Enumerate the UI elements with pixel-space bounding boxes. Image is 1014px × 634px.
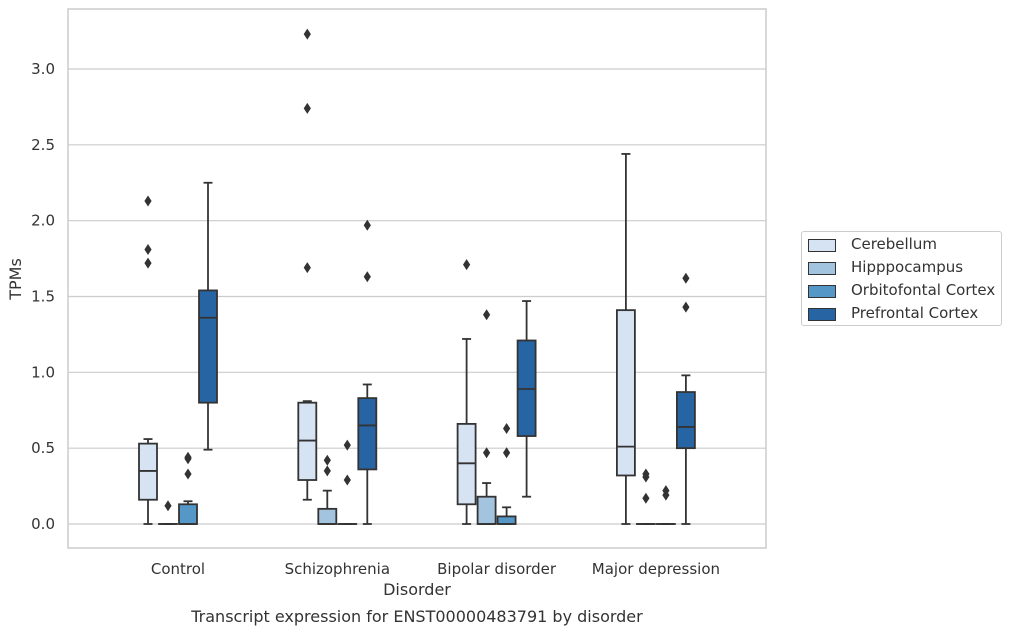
outlier-point [303,262,311,274]
x-tick-label-major-depression: Major depression [592,560,720,578]
outlier-point [662,485,670,497]
outlier-point [184,468,192,480]
x-tick-label-control: Control [151,560,205,578]
outlier-point [483,447,491,459]
chart-title: Transcript expression for ENST0000048379… [190,607,643,626]
outlier-point [363,219,371,231]
y-tick-labels: 0.0 0.5 1.0 1.5 2.0 2.5 3.0 [31,60,55,533]
plot-frame [67,8,767,549]
y-tick-label: 1.5 [31,288,55,306]
outlier-point [642,492,650,504]
legend-swatch-cerebellum [808,239,836,252]
y-tick-label: 2.0 [31,212,55,230]
box-cerebellum-bipolar-disorder [456,259,477,525]
outlier-point [503,447,511,459]
y-tick-label: 3.0 [31,60,55,78]
y-axis-label: TPMs [6,258,25,301]
outlier-point [682,301,690,313]
legend-swatch-orbitofrontal [808,285,836,298]
box-cerebellum-schizophrenia [297,28,318,501]
box-hipppocampus-bipolar-disorder [476,309,497,525]
box-hipppocampus-schizophrenia [317,454,338,525]
box-iqr [496,515,517,525]
box-hipppocampus-major-depression [636,468,656,525]
box-orbitofontal-cortex-control [178,451,198,525]
box-orbitofontal-cortex-schizophrenia [337,439,358,525]
outlier-point [144,195,152,207]
legend-swatch-prefrontal [808,308,836,321]
box-prefrontal-cortex-control [198,181,218,451]
box-iqr [476,495,497,525]
outlier-point [483,309,491,321]
outlier-point [164,500,172,512]
outlier-point [144,257,152,269]
box-iqr [676,391,696,450]
box-prefrontal-cortex-major-depression [676,272,696,525]
box-marks [138,28,696,525]
box-iqr [357,397,378,471]
outlier-point [682,272,690,284]
grid-lines [68,68,766,525]
outlier-point [184,451,192,463]
box-cerebellum-major-depression [616,153,636,525]
outlier-point [642,468,650,480]
x-axis-label: Disorder [383,580,451,599]
y-tick-label: 0.0 [31,515,55,533]
box-orbitofontal-cortex-bipolar-disorder [496,422,517,525]
x-tick-label-schizophrenia: Schizophrenia [285,560,390,578]
outlier-point [343,439,351,451]
outlier-point [323,465,331,477]
outlier-point [343,474,351,486]
box-hipppocampus-control [158,500,178,525]
box-iqr [198,289,218,404]
legend-label-cerebellum: Cerebellum [851,235,937,253]
outlier-point [323,454,331,466]
outlier-point [363,271,371,283]
box-iqr [616,309,636,477]
outlier-point [503,422,511,434]
x-tick-label-bipolar-disorder: Bipolar disorder [437,560,557,578]
x-tick-labels: Control Schizophrenia Bipolar disorder Majo… [151,560,720,578]
box-iqr [317,507,338,525]
box-iqr [178,503,198,525]
y-tick-label: 2.5 [31,136,55,154]
legend-label-hippocampus: Hipppocampus [851,258,964,276]
box-prefrontal-cortex-bipolar-disorder [516,300,537,498]
y-tick-label: 0.5 [31,439,55,457]
y-tick-label: 1.0 [31,363,55,381]
outlier-point [303,28,311,40]
outlier-point [463,259,471,271]
box-prefrontal-cortex-schizophrenia [357,219,378,525]
legend: Cerebellum Hipppocampus Orbitofontal Cor… [801,231,1002,326]
box-cerebellum-control [138,195,158,525]
legend-label-orbitofrontal: Orbitofontal Cortex [851,281,996,299]
legend-swatch-hippocampus [808,262,836,275]
legend-label-prefrontal: Prefrontal Cortex [851,304,979,322]
outlier-point [303,102,311,114]
outlier-point [144,243,152,255]
box-orbitofontal-cortex-major-depression [656,485,676,525]
